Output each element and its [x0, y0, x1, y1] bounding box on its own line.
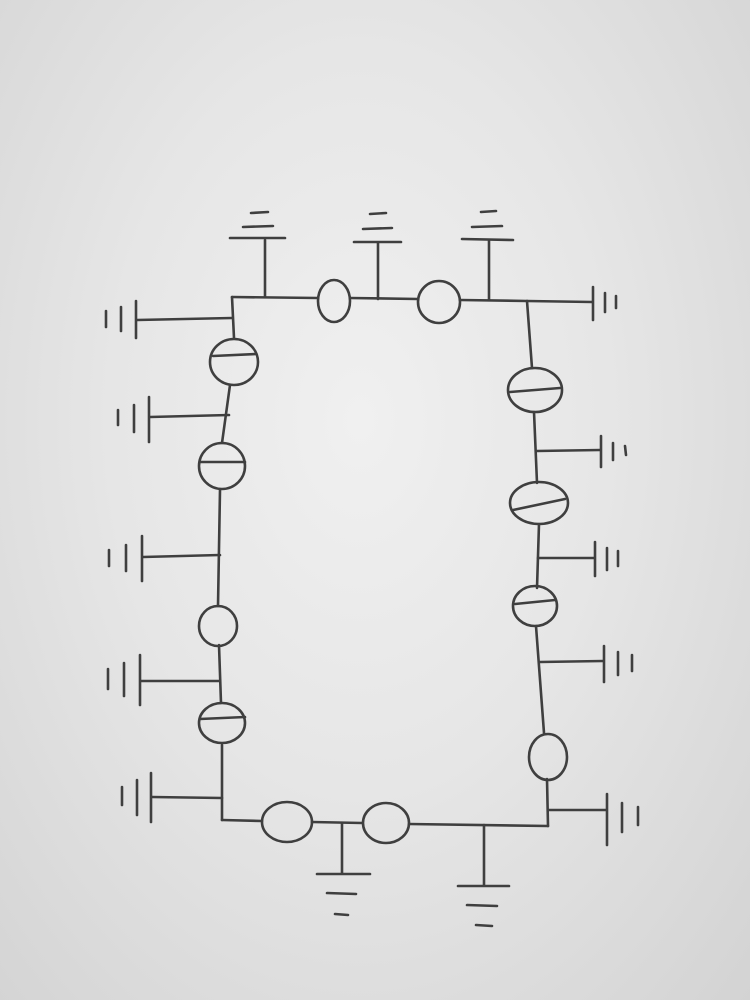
ground-right-2	[536, 540, 620, 578]
ground-bottom-1	[315, 821, 372, 917]
grounds	[104, 209, 640, 928]
ground-corner-top-right	[525, 285, 618, 322]
loop-wire-left	[216, 295, 236, 822]
ground-bottom-2	[456, 823, 511, 928]
loop-wire-bottom	[220, 818, 550, 828]
ground-top-3	[460, 209, 515, 302]
component-left-4	[197, 701, 247, 745]
component-right-1	[506, 366, 564, 414]
loop-wire-top	[230, 295, 529, 303]
component-right-2	[508, 480, 570, 526]
ground-top-2	[352, 211, 403, 301]
component-top-1	[316, 278, 352, 324]
component-right-3	[511, 584, 559, 628]
component-left-3	[197, 604, 239, 648]
ground-left-1	[104, 299, 234, 340]
ground-left-3	[107, 534, 222, 583]
ground-right-1	[535, 434, 628, 469]
ground-top-1	[228, 210, 287, 299]
main-loop	[216, 295, 550, 828]
ground-right-3	[538, 644, 634, 684]
loop-wire-right	[525, 299, 550, 828]
ground-left-2	[116, 395, 231, 444]
component-top-2	[416, 279, 462, 325]
component-bottom-1	[361, 801, 411, 845]
component-left-1	[208, 337, 260, 387]
component-bottom-2	[260, 800, 314, 844]
ground-corner-bottom-left	[120, 771, 224, 824]
component-right-4	[527, 732, 569, 782]
components	[197, 278, 570, 845]
ground-left-4	[106, 653, 222, 707]
ground-right-4	[546, 792, 640, 847]
component-left-2	[197, 441, 247, 491]
